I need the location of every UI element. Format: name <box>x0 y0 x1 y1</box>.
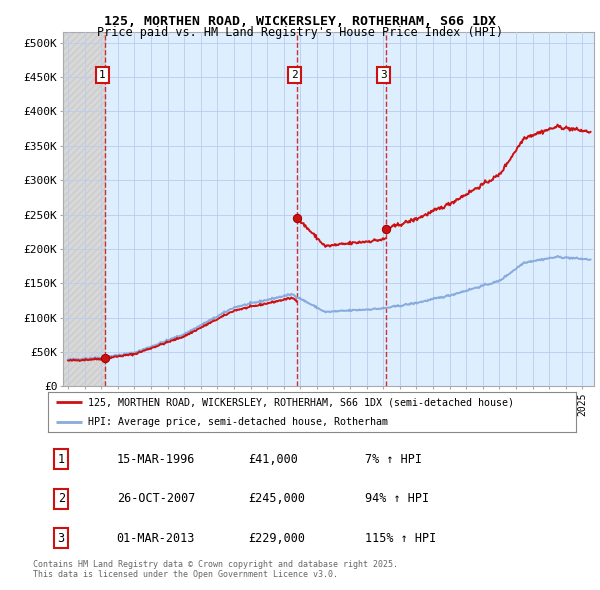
Text: Contains HM Land Registry data © Crown copyright and database right 2025.
This d: Contains HM Land Registry data © Crown c… <box>33 560 398 579</box>
Text: 1: 1 <box>99 70 106 80</box>
Text: 125, MORTHEN ROAD, WICKERSLEY, ROTHERHAM, S66 1DX (semi-detached house): 125, MORTHEN ROAD, WICKERSLEY, ROTHERHAM… <box>88 397 514 407</box>
Text: 26-OCT-2007: 26-OCT-2007 <box>116 492 195 505</box>
Text: 115% ↑ HPI: 115% ↑ HPI <box>365 532 436 545</box>
Text: 125, MORTHEN ROAD, WICKERSLEY, ROTHERHAM, S66 1DX: 125, MORTHEN ROAD, WICKERSLEY, ROTHERHAM… <box>104 15 496 28</box>
Text: HPI: Average price, semi-detached house, Rotherham: HPI: Average price, semi-detached house,… <box>88 417 388 427</box>
Text: Price paid vs. HM Land Registry's House Price Index (HPI): Price paid vs. HM Land Registry's House … <box>97 26 503 39</box>
Text: 2: 2 <box>58 492 65 505</box>
Text: 3: 3 <box>380 70 387 80</box>
Text: 2: 2 <box>292 70 298 80</box>
Bar <box>63 32 104 386</box>
Text: £245,000: £245,000 <box>248 492 305 505</box>
Text: 7% ↑ HPI: 7% ↑ HPI <box>365 453 422 466</box>
Bar <box>63 32 104 386</box>
Text: £229,000: £229,000 <box>248 532 305 545</box>
Text: 15-MAR-1996: 15-MAR-1996 <box>116 453 195 466</box>
Text: 1: 1 <box>58 453 65 466</box>
Text: 3: 3 <box>58 532 65 545</box>
Text: 01-MAR-2013: 01-MAR-2013 <box>116 532 195 545</box>
Text: 94% ↑ HPI: 94% ↑ HPI <box>365 492 429 505</box>
Text: £41,000: £41,000 <box>248 453 299 466</box>
